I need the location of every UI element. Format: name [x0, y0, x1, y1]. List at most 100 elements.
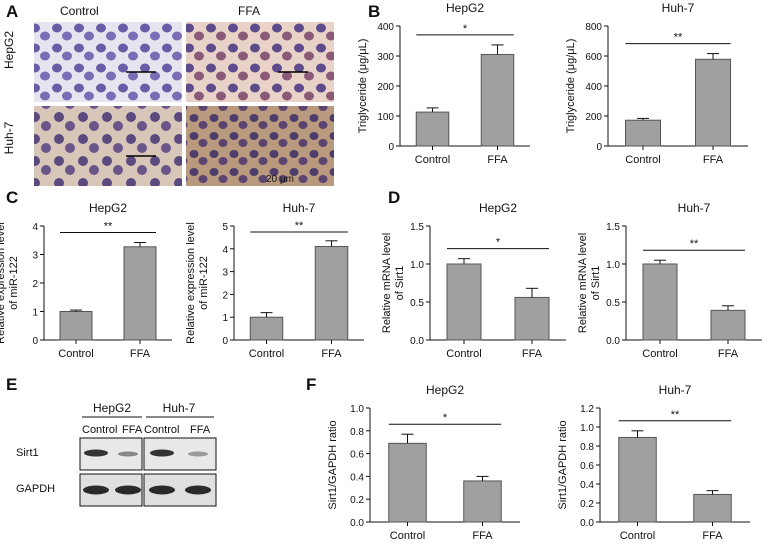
y-tick-label: 1.0	[410, 260, 424, 271]
y-axis-label-line: Triglyceride (μg/μL)	[565, 39, 577, 134]
y-tick-label: 0.4	[580, 480, 594, 491]
y-tick-label: 400	[585, 82, 602, 93]
bar	[480, 54, 515, 147]
y-tick-label: 1.2	[580, 404, 594, 415]
x-tick-label: Control	[58, 348, 93, 360]
y-tick-label: 4	[32, 222, 38, 233]
y-tick-label: 0	[596, 142, 602, 153]
panel-label-e: E	[6, 375, 18, 394]
chart-svg: HepG2 0 100 200 300 400 Triglyceride (μg/μL) Co…	[357, 1, 530, 166]
y-tick-label: 0.0	[350, 518, 364, 529]
y-tick-label: 0.8	[580, 442, 594, 453]
y-tick-label: 200	[585, 112, 602, 123]
panel-label-b: B	[368, 2, 381, 21]
micrograph-grid: 20 μm	[34, 22, 334, 186]
y-axis-label: Sirt1/GAPDH ratio	[557, 420, 569, 509]
y-tick-label: 0.0	[410, 336, 424, 347]
significance-label: *	[443, 412, 448, 424]
y-tick-label: 5	[222, 222, 228, 233]
y-axis-label-line: Sirt1/GAPDH ratio	[557, 420, 569, 509]
y-tick-label: 0.6	[580, 461, 594, 472]
x-tick-label: FFA	[472, 530, 493, 542]
y-tick-label: 2	[32, 279, 38, 290]
significance-label: *	[496, 237, 501, 249]
blot-band-sirt1	[84, 449, 108, 457]
significance-label: **	[674, 32, 683, 44]
blot-lane-label: FFA	[190, 424, 211, 436]
chart-svg: Huh-7 0.0 0.2 0.4 0.6 0.8 1.0 1.2 Sirt1/GAPDH ra…	[557, 383, 750, 542]
y-axis-label: Sirt1/GAPDH ratio	[327, 420, 339, 509]
blot-band-gapdh	[185, 485, 211, 495]
x-tick-label: Control	[415, 154, 450, 166]
bar	[693, 493, 732, 523]
bar	[625, 119, 661, 147]
x-tick-label: Control	[642, 348, 677, 360]
y-axis-label: Triglyceride (μg/μL)	[565, 39, 577, 134]
y-tick-label: 0	[388, 142, 394, 153]
y-tick-label: 3	[32, 251, 38, 262]
chart-title: HepG2	[426, 383, 464, 397]
panel-label-d: D	[388, 188, 401, 207]
x-tick-label: Control	[446, 348, 481, 360]
x-tick-label: Control	[625, 154, 660, 166]
chart-c-huh7: Huh-7 0 1 2 3 4 5 Relative expression levelof m…	[185, 190, 385, 372]
blot-band-gapdh	[149, 485, 175, 495]
bar	[710, 309, 746, 341]
chart-d-huh7: Huh-7 0.0 0.5 1.0 1.5 Relative mRNA levelof S…	[577, 190, 778, 372]
scale-bar-label: 20 μm	[266, 174, 294, 185]
y-axis-label-line: of Sirt1	[590, 266, 602, 301]
micrograph-hepg2-ffa	[186, 22, 334, 102]
bar	[415, 111, 450, 147]
bar	[642, 263, 678, 341]
blot-lane-label: FFA	[122, 424, 143, 436]
y-axis-label-line: Relative expression level	[0, 222, 7, 344]
bar	[618, 436, 657, 523]
y-tick-label: 2	[222, 290, 228, 301]
chart-f-huh7: Huh-7 0.0 0.2 0.4 0.6 0.8 1.0 1.2 Sirt1/GAPDH ra…	[548, 380, 778, 550]
y-axis-label-line: Triglyceride (μg/μL)	[357, 39, 369, 134]
micro-row-label-huh7: Huh-7	[2, 121, 16, 155]
y-tick-label: 0	[222, 336, 228, 347]
micrograph-hepg2-control	[34, 22, 182, 102]
chart-title: Huh-7	[678, 201, 711, 215]
y-tick-label: 0.2	[580, 499, 594, 510]
y-tick-label: 600	[585, 52, 602, 63]
y-tick-label: 1.0	[580, 423, 594, 434]
chart-d-hepg2: HepG2 0.0 0.5 1.0 1.5 Relative mRNA levelof S…	[381, 190, 582, 372]
micrograph-huh7-ffa	[186, 106, 334, 186]
significance-label: **	[104, 221, 113, 233]
y-tick-label: 200	[377, 82, 394, 93]
chart-svg: HepG2 0.0 0.2 0.4 0.6 0.8 1.0 Sirt1/GAPDH ratio…	[327, 383, 520, 542]
significance-label: **	[690, 238, 699, 250]
significance-label: **	[671, 409, 680, 421]
y-axis-label-line: of miR-122	[8, 256, 20, 310]
chart-svg: Huh-7 0 200 400 600 800 Triglyceride (μg/μL) Co…	[565, 1, 748, 166]
y-tick-label: 4	[222, 245, 228, 256]
y-axis-label: Relative mRNA levelof Sirt1	[381, 233, 406, 333]
significance-label: *	[463, 23, 468, 35]
bar	[123, 246, 157, 341]
western-blot: HepG2 Huh-7 Control FFA Control FFA Sirt…	[16, 401, 217, 507]
chart-title: Huh-7	[283, 201, 316, 215]
y-axis-label-line: of Sirt1	[394, 266, 406, 301]
panel-label-a: A	[6, 2, 19, 21]
y-tick-label: 800	[585, 22, 602, 33]
bar	[446, 263, 482, 341]
x-tick-label: Control	[249, 348, 284, 360]
bar	[463, 480, 502, 523]
chart-title: HepG2	[446, 1, 484, 15]
y-tick-label: 0	[32, 336, 38, 347]
y-tick-label: 1.5	[606, 222, 620, 233]
x-tick-label: FFA	[321, 348, 342, 360]
x-tick-label: FFA	[130, 348, 151, 360]
panel-label-f: F	[306, 375, 317, 394]
y-axis-label-line: Relative expression level	[185, 222, 197, 344]
y-tick-label: 1.0	[606, 260, 620, 271]
blot-band-sirt1	[150, 449, 174, 457]
y-tick-label: 0.0	[580, 518, 594, 529]
y-axis-label-line: Sirt1/GAPDH ratio	[327, 420, 339, 509]
chart-title: HepG2	[479, 201, 517, 215]
bar	[249, 316, 284, 341]
blot-protein-label: GAPDH	[16, 483, 55, 495]
y-axis-label: Relative mRNA levelof Sirt1	[577, 233, 602, 333]
